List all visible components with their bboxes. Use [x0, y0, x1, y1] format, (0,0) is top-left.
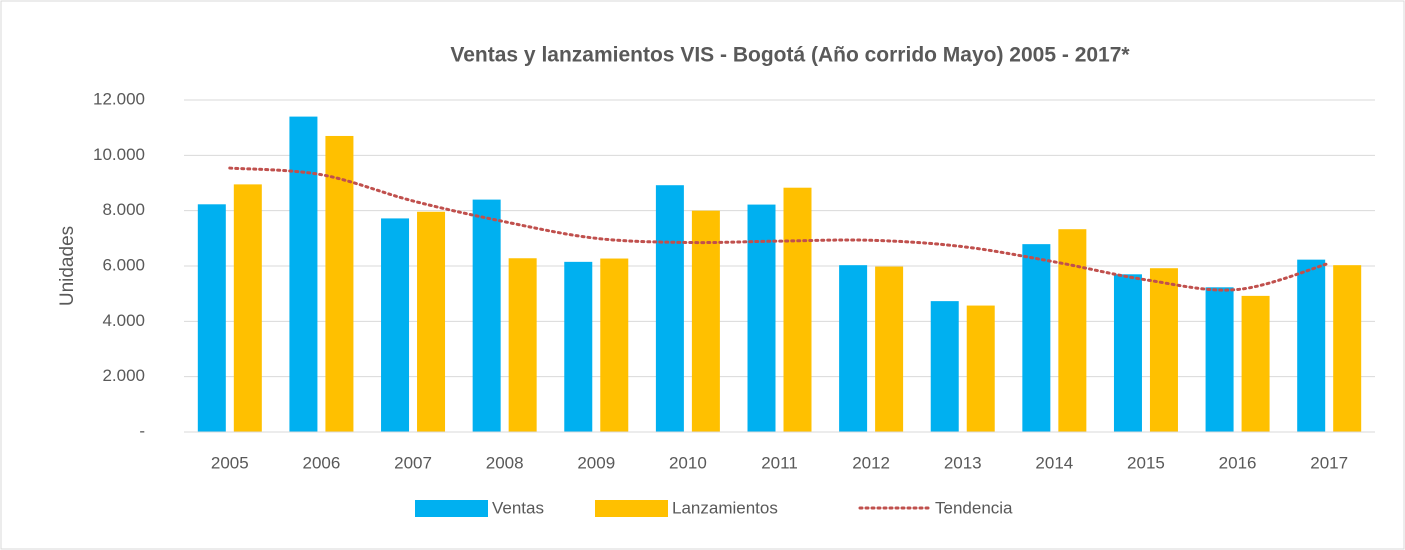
y-tick-label: 6.000	[102, 255, 145, 274]
bar	[197, 204, 226, 432]
bar	[600, 258, 629, 432]
y-tick-label: 4.000	[102, 311, 145, 330]
x-tick-label: 2015	[1127, 453, 1165, 472]
y-axis-label: Unidades	[57, 226, 78, 306]
y-tick-label: -	[139, 421, 145, 440]
bar	[1113, 274, 1142, 432]
legend-label: Tendencia	[935, 498, 1013, 517]
bar	[655, 185, 684, 432]
bar	[691, 210, 720, 432]
legend-swatch	[595, 500, 668, 517]
bar	[930, 301, 959, 432]
bar	[1297, 259, 1326, 432]
x-tick-label: 2006	[303, 453, 341, 472]
bar	[1149, 268, 1178, 432]
bar	[1205, 287, 1234, 432]
x-tick-label: 2007	[394, 453, 432, 472]
bar	[839, 265, 868, 432]
x-tick-label: 2008	[486, 453, 524, 472]
x-tick-label: 2005	[211, 453, 249, 472]
y-tick-label: 2.000	[102, 366, 145, 385]
legend-label: Ventas	[492, 498, 544, 517]
bar	[381, 218, 410, 432]
bar	[1022, 244, 1051, 432]
x-tick-label: 2012	[852, 453, 890, 472]
bar	[289, 116, 318, 432]
bar	[508, 258, 537, 432]
x-tick-label: 2016	[1219, 453, 1257, 472]
bar	[966, 305, 995, 432]
x-tick-label: 2009	[577, 453, 615, 472]
y-tick-label: 12.000	[93, 89, 145, 108]
bar	[1058, 229, 1087, 432]
bar	[747, 204, 776, 432]
bar	[1333, 265, 1362, 432]
bar	[783, 187, 812, 432]
bar	[1241, 295, 1270, 432]
x-tick-label: 2010	[669, 453, 707, 472]
x-tick-label: 2011	[761, 453, 798, 472]
x-tick-label: 2013	[944, 453, 982, 472]
x-tick-label: 2014	[1035, 453, 1073, 472]
x-tick-label: 2017	[1310, 453, 1348, 472]
trend-line	[228, 166, 1331, 292]
bar	[233, 184, 262, 432]
y-tick-label: 10.000	[93, 145, 145, 164]
bar	[564, 261, 593, 432]
y-tick-label: 8.000	[102, 200, 145, 219]
bar	[417, 211, 446, 432]
chart-title: Ventas y lanzamientos VIS - Bogotá (Año …	[450, 44, 1130, 67]
legend-label: Lanzamientos	[672, 498, 778, 517]
legend-swatch	[415, 500, 488, 517]
bar	[472, 199, 501, 432]
bar	[875, 266, 904, 432]
bar	[325, 135, 354, 432]
